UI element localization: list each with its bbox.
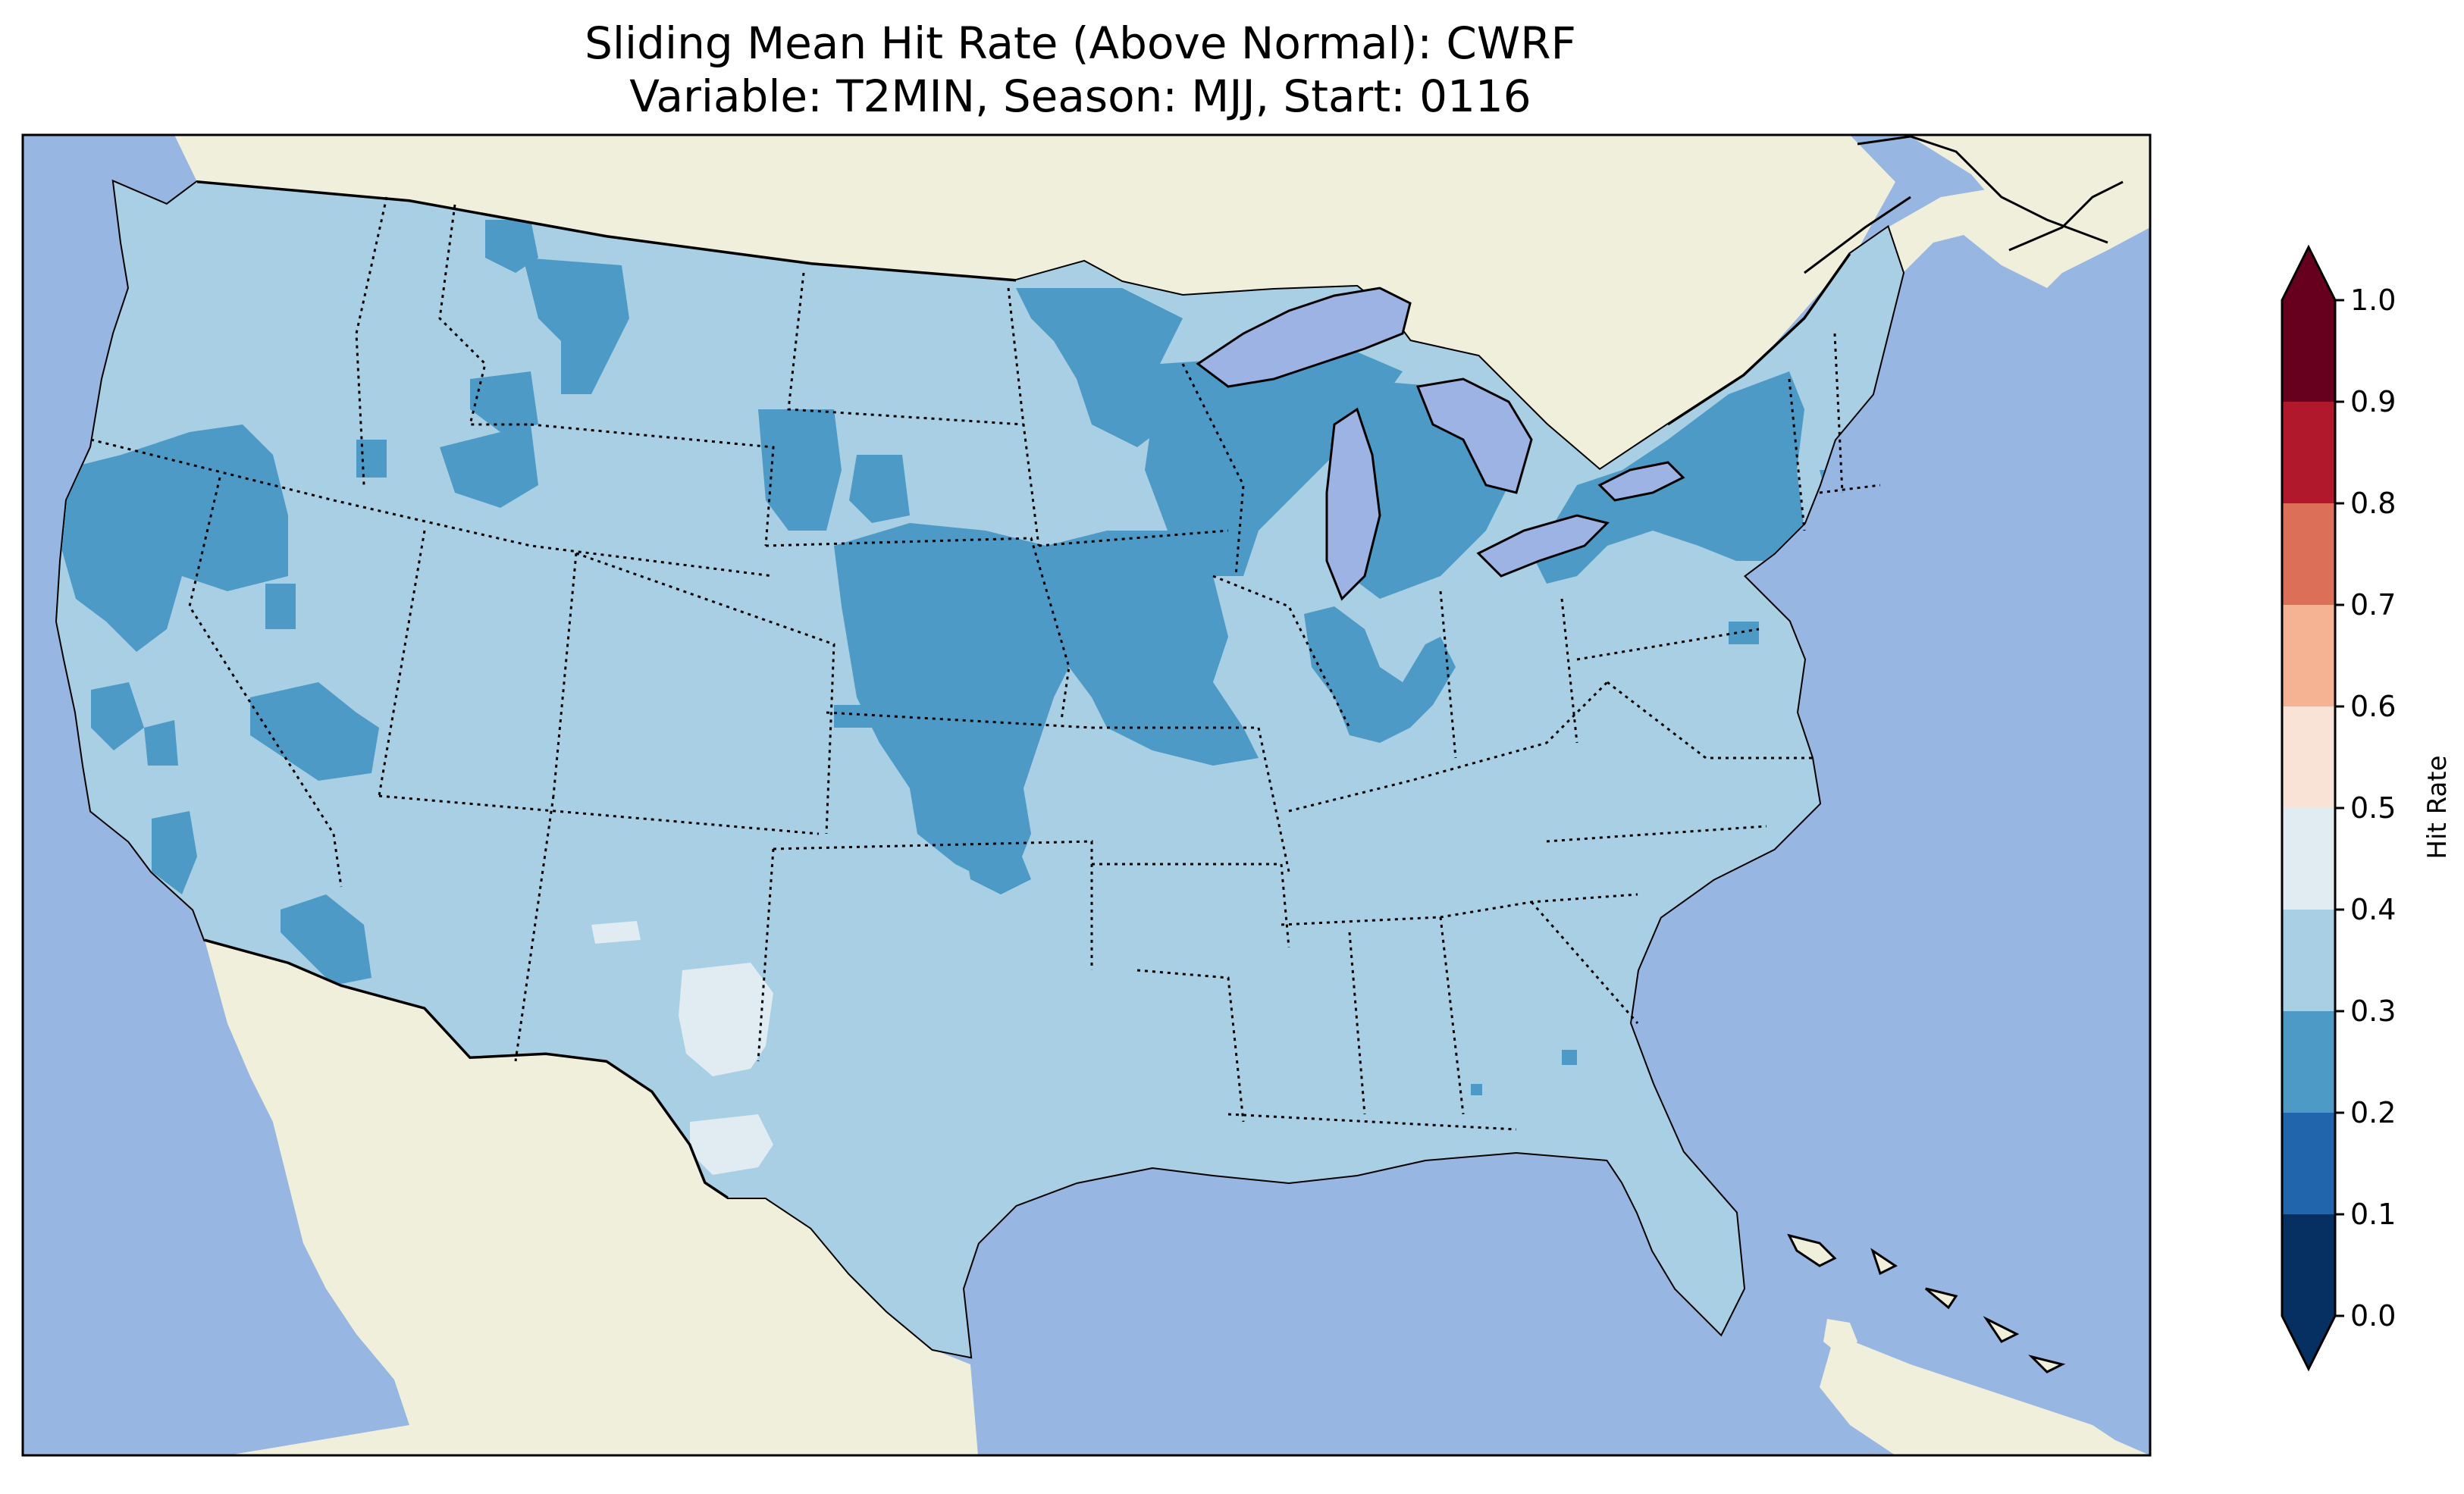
- colorbar-bin-5: [2282, 706, 2335, 808]
- coastlines: [196, 135, 2124, 1199]
- colorbar-under-extension: [2282, 1316, 2335, 1369]
- colorbar-bin-0: [2282, 1214, 2335, 1316]
- map-title-line-2: Variable: T2MIN, Season: MJJ, Start: 011…: [629, 70, 1531, 122]
- bahamas-land: [1823, 1319, 1857, 1357]
- maritimes-land: [1888, 189, 2077, 288]
- colorbar-tick-label-0: 0.0: [2350, 1299, 2396, 1333]
- great-lakes: [1196, 287, 1685, 601]
- colorbar-bin-2: [2282, 1011, 2335, 1113]
- colorbar-bin-7: [2282, 503, 2335, 605]
- bahamas-islands: [1787, 1233, 2066, 1373]
- state-borders: [90, 196, 1881, 1131]
- colorbar-tick-label-6: 0.6: [2350, 690, 2396, 723]
- colorbar-tick-label-10: 1.0: [2350, 283, 2396, 317]
- colorbar-tick-label-9: 0.9: [2350, 385, 2396, 418]
- colorbar-tick-label-2: 0.2: [2350, 1096, 2396, 1129]
- colorbar-bin-8: [2282, 402, 2335, 503]
- colorbar-tick-label-1: 0.1: [2350, 1198, 2396, 1231]
- colorbar-tick-label-3: 0.3: [2350, 994, 2396, 1028]
- canada-land: [174, 135, 2150, 470]
- colorbar-bin-6: [2282, 605, 2335, 706]
- colorbar-bin-4: [2282, 808, 2335, 910]
- cuba-land: [1820, 1334, 2150, 1455]
- colorbar-bin-1: [2282, 1113, 2335, 1214]
- colorbar-bin-3: [2282, 910, 2335, 1011]
- hit-rate-regions-0.2-0.3: [61, 220, 1888, 1095]
- map-frame: [21, 133, 2152, 1457]
- colorbar: 0.0 0.1 0.2 0.3 0.4 0.5 0.6 0.7 0.8 0.9 1.0: [2281, 244, 2396, 1372]
- colorbar-bin-9: [2282, 300, 2335, 402]
- colorbar-tick-label-5: 0.5: [2350, 791, 2396, 825]
- map-title-line-1: Sliding Mean Hit Rate (Above Normal): CW…: [585, 17, 1576, 69]
- colorbar-over-extension: [2282, 247, 2335, 300]
- colorbar-label: Hit Rate: [2422, 755, 2453, 859]
- baja-california-land: [205, 940, 425, 1425]
- colorbar-tick-label-4: 0.4: [2350, 893, 2396, 926]
- colorbar-tick-label-8: 0.8: [2350, 487, 2396, 520]
- colorbar-tick-label-7: 0.7: [2350, 588, 2396, 622]
